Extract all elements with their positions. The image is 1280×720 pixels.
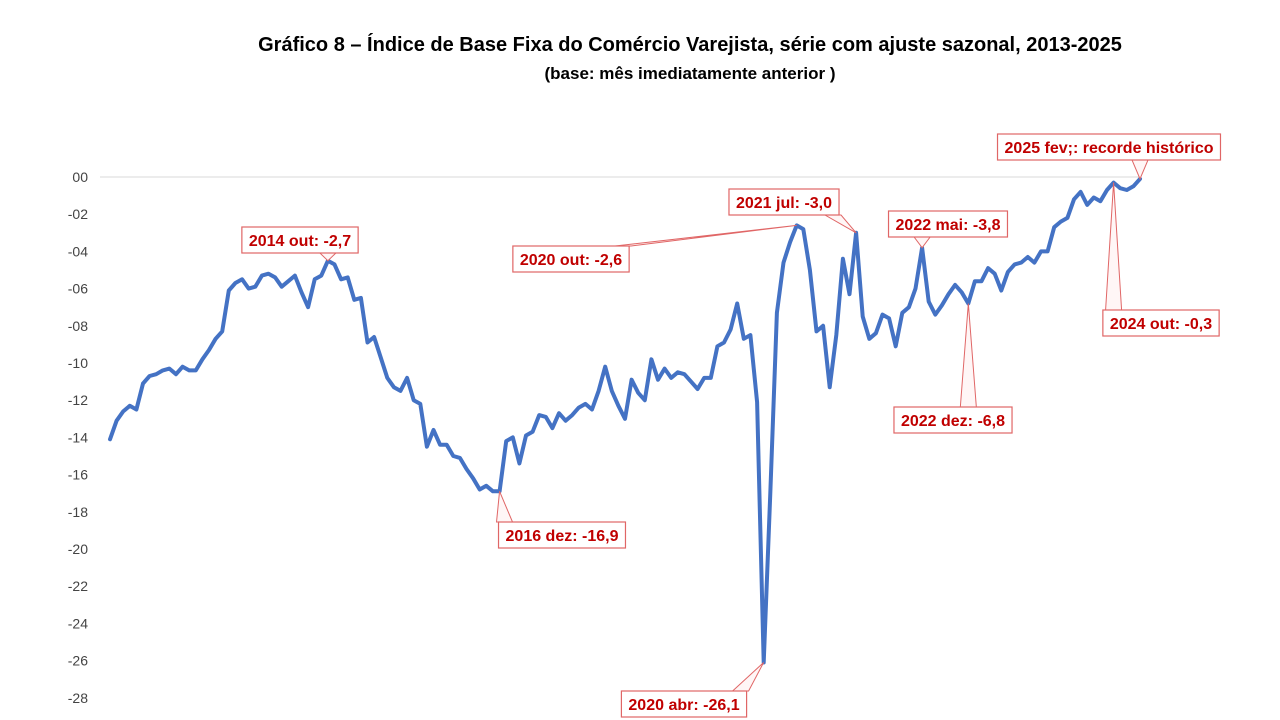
annotation-pointer — [318, 252, 338, 262]
annotation-pointer — [615, 224, 797, 247]
annotation-label: 2014 out: -2,7 — [249, 233, 351, 250]
annotation-callout: 2020 out: -2,6 — [512, 224, 797, 273]
y-tick-label: -04 — [68, 243, 88, 259]
annotation-box — [241, 226, 359, 254]
annotation-pointer — [959, 303, 977, 408]
y-tick-label: -10 — [68, 355, 88, 371]
annotation-box — [996, 133, 1222, 161]
annotation-label: 2021 jul: -3,0 — [736, 195, 832, 212]
annotation-box — [497, 521, 627, 549]
y-tick-label: -24 — [68, 615, 88, 631]
chart-subtitle: (base: mês imediatamente anterior ) — [544, 64, 836, 83]
annotation-label: 2025 fev;: recorde histórico — [1005, 140, 1214, 157]
y-tick-label: -12 — [68, 392, 88, 408]
annotation-callout: 2021 jul: -3,0 — [728, 188, 857, 234]
annotations-group: 2014 out: -2,7 2016 dez: -16,9 2020 abr: -… — [241, 133, 1222, 718]
annotation-callout: 2014 out: -2,7 — [241, 226, 359, 262]
y-tick-label: -26 — [68, 653, 88, 669]
annotation-label: 2022 dez: -6,8 — [901, 413, 1005, 430]
y-tick-label: -14 — [68, 429, 88, 445]
annotation-callout: 2024 out: -0,3 — [1102, 182, 1220, 337]
y-tick-label: -20 — [68, 541, 88, 557]
annotation-callout: 2025 fev;: recorde histórico — [996, 133, 1222, 181]
y-tick-label: -28 — [68, 690, 88, 706]
annotation-callout: 2020 abr: -26,1 — [620, 662, 765, 718]
annotation-label: 2022 mai: -3,8 — [896, 217, 1001, 234]
annotation-box — [893, 406, 1013, 434]
annotation-label: 2024 out: -0,3 — [1110, 316, 1212, 333]
annotation-pointer — [823, 214, 857, 234]
annotation-label: 2020 out: -2,6 — [520, 252, 622, 269]
y-tick-label: -22 — [68, 578, 88, 594]
y-tick-label: -06 — [68, 281, 88, 297]
annotation-box — [620, 690, 748, 718]
annotation-pointer — [1131, 159, 1149, 181]
y-axis: 00 -02 -04 -06 -08 -10 -12 -14 -16 -18 -20 -22 -24 -2… — [68, 169, 88, 706]
annotation-pointer — [495, 491, 514, 523]
y-tick-label: -08 — [68, 318, 88, 334]
annotation-box — [1102, 309, 1220, 337]
annotation-callout: 2022 dez: -6,8 — [893, 303, 1013, 434]
annotation-box — [728, 188, 840, 216]
y-tick-label: -02 — [68, 206, 88, 222]
y-tick-label: -18 — [68, 504, 88, 520]
annotation-label: 2016 dez: -16,9 — [506, 528, 619, 545]
annotation-box — [512, 245, 630, 273]
annotation-callout: 2022 mai: -3,8 — [887, 210, 1009, 249]
annotation-pointer — [1105, 182, 1123, 311]
y-tick-label: 00 — [72, 169, 88, 185]
annotation-callout: 2016 dez: -16,9 — [495, 491, 627, 549]
annotation-pointer — [731, 662, 765, 692]
annotation-pointer — [913, 236, 932, 249]
annotation-label: 2020 abr: -26,1 — [628, 697, 739, 714]
annotation-box — [887, 210, 1009, 238]
y-tick-label: -16 — [68, 467, 88, 483]
chart-title: Gráfico 8 – Índice de Base Fixa do Comér… — [258, 34, 1122, 56]
